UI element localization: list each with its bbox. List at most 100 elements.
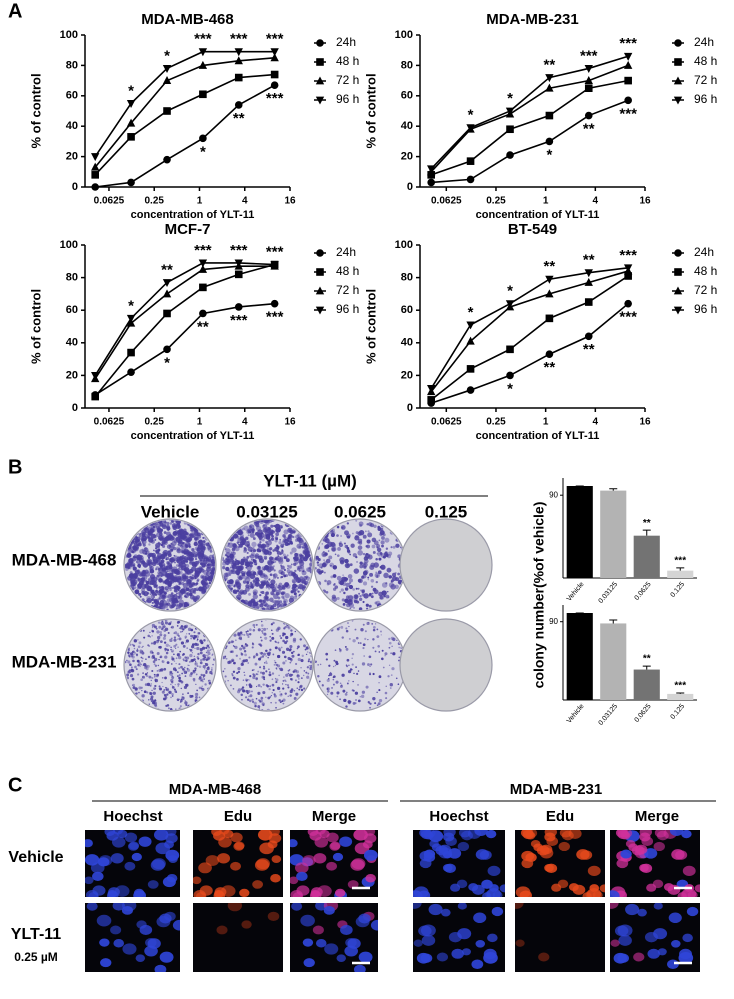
legend-label: 24h xyxy=(336,35,356,49)
colony xyxy=(326,658,328,660)
colony xyxy=(236,565,241,570)
nucleus xyxy=(458,902,467,909)
colony xyxy=(199,687,202,690)
colony xyxy=(179,587,181,589)
legend-label: 96 h xyxy=(694,92,717,106)
y-tick-label: 60 xyxy=(401,90,413,102)
colony xyxy=(176,657,178,659)
colony xyxy=(257,543,261,547)
colony xyxy=(197,542,201,546)
colony xyxy=(367,532,372,537)
colony xyxy=(207,667,210,670)
colony xyxy=(339,649,341,651)
colony xyxy=(273,693,275,695)
colony xyxy=(347,659,350,662)
micrograph xyxy=(515,903,605,972)
y-tick-label: 80 xyxy=(66,272,78,284)
colony xyxy=(190,672,193,675)
colony xyxy=(238,688,241,691)
nucleus xyxy=(259,843,274,855)
colony xyxy=(300,638,302,640)
colony xyxy=(355,629,357,631)
nucleus xyxy=(110,926,121,935)
colony xyxy=(301,677,303,679)
nucleus xyxy=(580,850,592,860)
colony xyxy=(279,691,280,692)
row-label: Vehicle xyxy=(8,849,63,866)
colony xyxy=(252,547,254,549)
colony xyxy=(275,646,278,649)
x-tick-label: 0.25 xyxy=(144,196,164,207)
colony xyxy=(359,598,362,601)
colony xyxy=(384,538,389,543)
colony xyxy=(347,622,349,624)
colony xyxy=(200,540,202,542)
colony xyxy=(137,569,140,572)
colony xyxy=(376,581,378,583)
colony xyxy=(173,667,176,670)
colony xyxy=(194,635,197,638)
nucleus xyxy=(148,880,159,889)
colony xyxy=(230,684,232,686)
colony xyxy=(137,649,138,650)
colony xyxy=(199,697,201,699)
colony xyxy=(327,679,330,682)
colony xyxy=(342,636,344,638)
colony xyxy=(289,694,291,696)
colony xyxy=(196,690,198,692)
colony xyxy=(276,664,278,666)
colony xyxy=(276,550,278,552)
colony xyxy=(131,669,134,672)
nucleus xyxy=(573,885,586,895)
stain-label: Merge xyxy=(312,808,356,825)
colony xyxy=(363,643,366,646)
colony xyxy=(392,573,396,577)
colony xyxy=(288,673,290,675)
colony xyxy=(205,663,207,665)
colony xyxy=(196,643,199,646)
colony xyxy=(339,627,341,629)
colony xyxy=(288,670,290,672)
colony xyxy=(173,532,178,537)
nucleus xyxy=(525,853,536,862)
marker xyxy=(585,84,593,92)
colony xyxy=(271,637,274,640)
colony xyxy=(264,637,267,640)
colony xyxy=(143,630,145,632)
colony xyxy=(340,560,344,564)
colony xyxy=(264,662,266,664)
colony xyxy=(366,686,369,689)
colony xyxy=(182,654,184,656)
significance-label: * xyxy=(200,143,206,160)
colony xyxy=(182,551,184,553)
colony xyxy=(258,628,261,631)
colony xyxy=(364,638,366,640)
colony xyxy=(149,632,150,633)
nucleus xyxy=(475,940,485,948)
colony xyxy=(152,624,155,627)
colony xyxy=(327,694,328,695)
colony xyxy=(209,671,212,674)
colony xyxy=(190,557,194,561)
nucleus xyxy=(687,907,698,916)
colony xyxy=(187,668,189,670)
colony xyxy=(194,656,196,658)
nucleus xyxy=(437,953,448,962)
colony xyxy=(367,663,370,666)
y-tick-label: 0 xyxy=(72,402,78,414)
colony xyxy=(174,569,179,574)
colony xyxy=(330,672,331,673)
colony xyxy=(239,658,241,660)
colony xyxy=(210,550,213,553)
colony xyxy=(211,669,213,671)
colony xyxy=(309,665,310,666)
colony xyxy=(260,652,263,655)
colony xyxy=(269,671,271,673)
colony xyxy=(170,679,173,682)
x-tick-label: 4 xyxy=(593,417,599,428)
nucleus xyxy=(173,920,186,931)
nucleus xyxy=(324,943,338,954)
series-line xyxy=(95,52,274,157)
colony xyxy=(373,629,376,632)
